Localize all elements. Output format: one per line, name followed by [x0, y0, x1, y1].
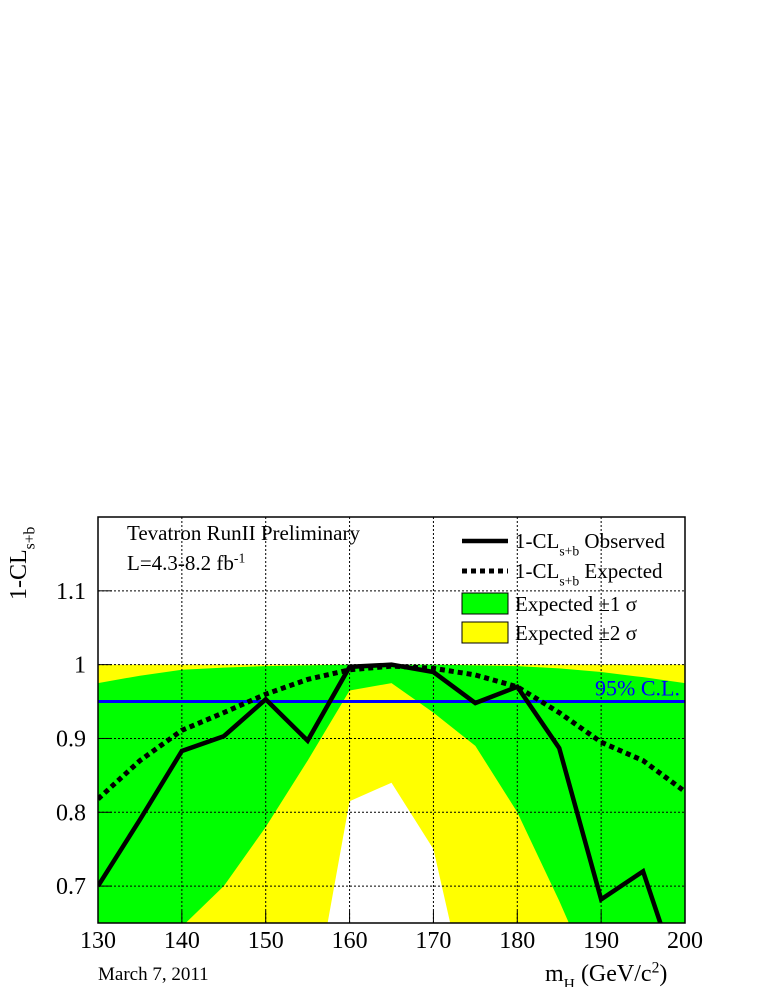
label: 1-CLs+b — [6, 526, 38, 600]
x-tick-label: 140 — [164, 928, 200, 954]
series-line — [98, 662, 663, 923]
label-part: ) — [659, 961, 667, 987]
annotation: Tevatron RunII Preliminary — [127, 521, 360, 545]
y-tick-label: 1 — [74, 653, 86, 679]
label-part: -1 — [234, 551, 245, 566]
plot-frame — [97, 516, 686, 924]
date: March 7, 2011 — [98, 964, 209, 985]
label: 1-CLs+b Observed — [515, 529, 665, 558]
label-part: H — [564, 976, 575, 987]
legend-swatch — [461, 621, 509, 644]
x-tick-label: 150 — [248, 928, 284, 954]
label-part: 1-CL — [6, 549, 32, 600]
label-part: Expected — [579, 559, 663, 583]
label-part: 2 — [652, 960, 660, 977]
bands — [98, 664, 685, 923]
texts: 130 140 150 160 170 180 190 200 0.7 0.8 0.9 1 1.1 95%… — [6, 516, 703, 987]
label-part: s+b — [559, 543, 579, 558]
label: 1-CLs+b Expected — [515, 559, 663, 588]
x-tick-label: 180 — [499, 928, 535, 954]
legend-label: Expected ±1 σ — [515, 592, 637, 616]
label: L=4.3-8.2 fb-1 — [127, 551, 245, 575]
cl-label: 95% C.L. — [595, 676, 680, 701]
x-tick-label: 160 — [332, 928, 368, 954]
x-tick-label: 170 — [415, 928, 451, 954]
x-tick-label: 200 — [667, 928, 703, 954]
label-part: (GeV/c — [575, 961, 652, 987]
legend-label: Expected ±2 σ — [515, 621, 637, 645]
y-tick-label: 1.1 — [56, 579, 86, 605]
label-part: Observed — [579, 529, 665, 553]
y-tick-label: 0.7 — [56, 874, 86, 900]
x-tick-label: 130 — [80, 928, 116, 954]
y-tick-label: 0.8 — [56, 800, 86, 826]
x-tick-label: 190 — [583, 928, 619, 954]
y-tick-label: 0.9 — [56, 726, 86, 752]
label: mH (GeV/c2) — [545, 960, 667, 987]
lines — [98, 662, 685, 923]
label-part: 1-CL — [515, 559, 559, 583]
series-line — [98, 663, 685, 801]
band — [98, 664, 685, 923]
label-part: m — [545, 961, 564, 987]
label-part: s+b — [21, 526, 38, 549]
label-part: s+b — [559, 573, 579, 588]
label-part: 1-CL — [515, 529, 559, 553]
legend-swatch — [461, 592, 509, 615]
label-part: L=4.3-8.2 fb — [127, 551, 234, 575]
